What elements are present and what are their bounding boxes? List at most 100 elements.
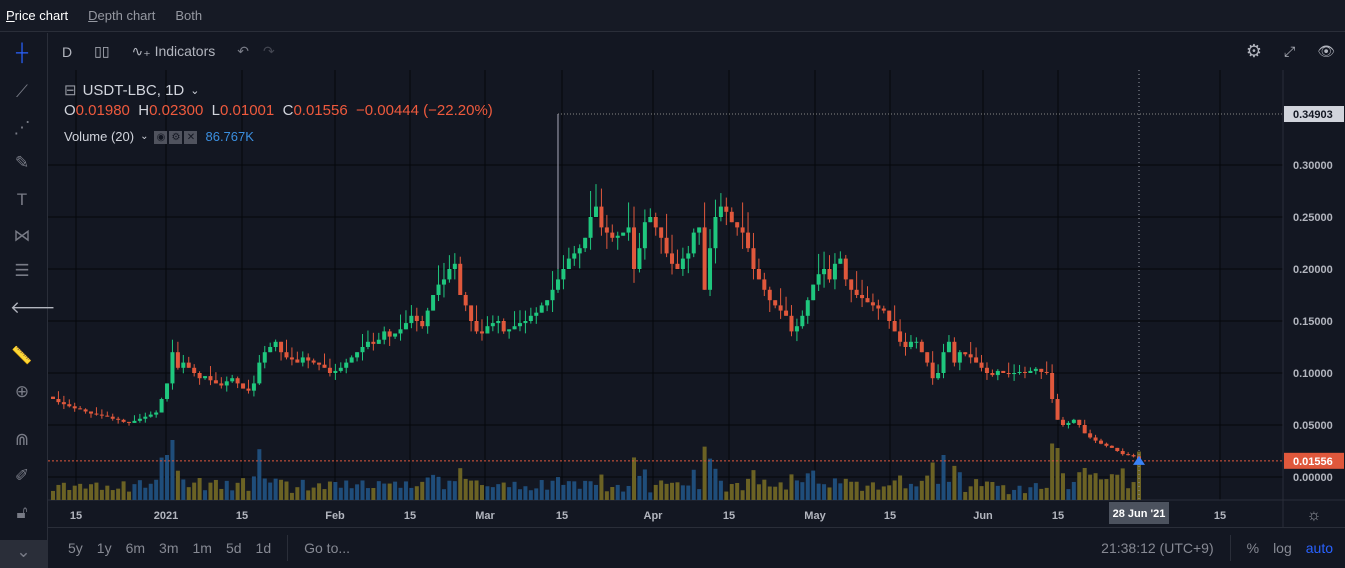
brush-icon[interactable]: ✎ — [14, 153, 30, 172]
volume-bar — [670, 482, 675, 500]
candle-body — [1093, 437, 1098, 441]
price-chart[interactable]: 0.30000 0.25000 0.20000 0.15000 0.10000 0.050… — [48, 70, 1345, 527]
text-tool-icon[interactable]: T — [16, 190, 28, 209]
volume-bar — [322, 489, 327, 500]
candle-body — [583, 237, 588, 249]
volume-bar — [746, 478, 751, 500]
ruler-icon[interactable]: 📏 — [11, 346, 33, 365]
candle-body — [382, 331, 387, 340]
candle-body — [289, 357, 294, 360]
candle-body — [197, 373, 202, 379]
magnet-icon[interactable]: ⋒ — [14, 430, 30, 449]
candle-body — [333, 370, 338, 373]
candle-body — [789, 315, 794, 332]
settings-icon[interactable]: ⚙ — [1245, 41, 1263, 61]
range-1d[interactable]: 1d — [255, 540, 272, 556]
undo-icon[interactable]: ↶ — [237, 43, 249, 59]
log-toggle[interactable]: log — [1273, 540, 1292, 556]
interval-button[interactable]: D — [62, 43, 73, 60]
candle-body — [615, 235, 620, 238]
range-1m[interactable]: 1m — [192, 540, 212, 556]
volume-bar — [550, 480, 555, 500]
volume-bar — [251, 476, 256, 500]
volume-bar — [1017, 485, 1022, 500]
tab-price-chart[interactable]: Price chart — [6, 8, 69, 23]
lock-icon[interactable]: 🔓︎ — [16, 503, 28, 522]
visibility-icon[interactable]: 👁︎ — [1317, 43, 1335, 59]
volume-bar — [713, 468, 718, 500]
volume-bar — [946, 481, 951, 500]
volume-bar — [822, 484, 827, 500]
candle-body — [279, 341, 284, 353]
tab-both[interactable]: Both — [175, 8, 203, 23]
volume-bar — [116, 488, 121, 500]
fullscreen-icon[interactable]: ⤢ — [1284, 43, 1296, 59]
crosshair-time-label: 28 Jun '21 — [1113, 508, 1166, 520]
candle-body — [751, 248, 756, 269]
volume-bar — [805, 473, 810, 500]
zoom-in-icon[interactable]: ⊕ — [14, 382, 30, 401]
chevron-down-icon[interactable]: ⌄ — [190, 84, 200, 97]
symbol-title[interactable]: USDT-LBC, 1D — [82, 81, 185, 99]
volume-bar — [289, 492, 294, 500]
volume-bar — [463, 478, 468, 500]
collapse-toolbar-icon[interactable]: ⌄ — [0, 540, 47, 568]
crosshair-icon[interactable]: ┼ — [15, 43, 29, 62]
candle-body — [860, 295, 865, 299]
candle-body — [914, 341, 919, 343]
range-6m[interactable]: 6m — [125, 540, 146, 556]
range-1y[interactable]: 1y — [96, 540, 112, 556]
volume-bar — [545, 489, 550, 500]
range-3m[interactable]: 3m — [159, 540, 179, 556]
candle-body — [387, 331, 392, 337]
volume-bar — [735, 482, 740, 500]
candle-body — [854, 289, 859, 295]
price-tick-label: 0.25000 — [1293, 212, 1333, 224]
candle-body — [724, 206, 729, 212]
candle-body — [925, 352, 930, 363]
volume-bar — [387, 483, 392, 500]
volume-bar — [659, 480, 664, 500]
candle-body — [811, 284, 816, 301]
candle-body — [262, 352, 267, 363]
brightness-icon[interactable]: ☼ — [1307, 507, 1322, 524]
percent-toggle[interactable]: % — [1246, 540, 1260, 556]
volume-bar — [789, 474, 794, 500]
candle-body — [908, 341, 913, 347]
volume-bar — [577, 488, 582, 500]
volume-bar — [262, 478, 267, 500]
arrow-left-icon[interactable]: 🡐 — [10, 298, 56, 317]
go-to-button[interactable]: Go to... — [304, 540, 351, 556]
candle-body — [517, 323, 522, 327]
volume-bar — [1066, 489, 1071, 500]
redo-icon[interactable]: ↷ — [263, 43, 275, 59]
lock-drawings-icon[interactable]: ✐ — [14, 466, 30, 485]
candle-style-icon[interactable]: ▯▯ — [94, 43, 110, 59]
candle-body — [365, 341, 370, 347]
trend-line-icon[interactable]: ⟋ — [16, 82, 28, 101]
range-5y[interactable]: 5y — [68, 540, 83, 556]
volume-bar — [181, 479, 186, 500]
candle-body — [778, 305, 783, 311]
pattern-icon[interactable]: ⋈ — [13, 226, 31, 245]
candle-body — [458, 263, 463, 295]
volume-bar — [94, 482, 99, 500]
candle-body — [203, 376, 208, 379]
candle-body — [767, 289, 772, 301]
chevron-down-icon[interactable]: ⌄ — [140, 130, 149, 142]
fib-tool-icon[interactable]: ⋰ — [13, 118, 31, 137]
volume-label[interactable]: Volume (20) — [64, 128, 135, 144]
candle-body — [1050, 373, 1055, 399]
prediction-icon[interactable]: ☰ — [14, 261, 30, 280]
candle-body — [735, 222, 740, 228]
auto-toggle[interactable]: auto — [1305, 540, 1333, 556]
range-5d[interactable]: 5d — [225, 540, 242, 556]
volume-bar — [860, 490, 865, 500]
settings-icon[interactable]: ⚙ — [169, 131, 183, 144]
volume-bar — [409, 487, 414, 500]
hide-icon[interactable]: ◉ — [154, 131, 168, 144]
indicators-button[interactable]: ∿₊ Indicators — [131, 43, 216, 59]
collapse-legend-icon[interactable]: ⊟ — [64, 82, 77, 99]
remove-icon[interactable]: ✕ — [184, 131, 198, 144]
tab-depth-chart[interactable]: Depth chart — [88, 8, 156, 23]
